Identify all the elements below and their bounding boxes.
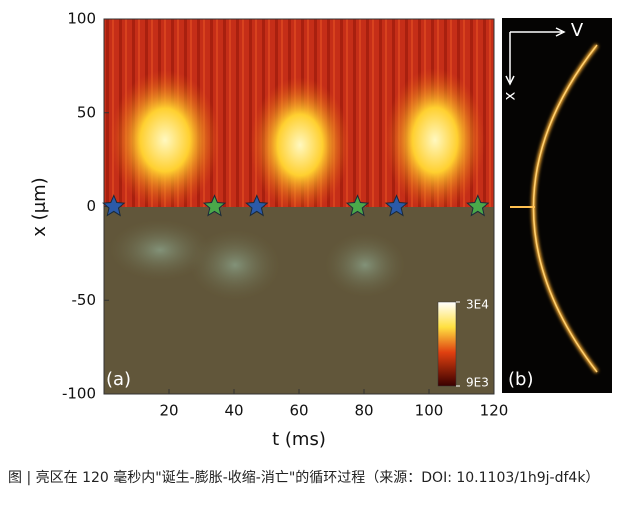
y-axis-label: x (μm) [29,177,50,236]
star-marker [384,194,409,217]
star-marker [245,194,269,217]
star-marker [345,194,370,217]
x-tick-label: 20 [159,402,178,420]
y-tick-label: -100 [62,385,96,403]
colorbar [437,301,457,387]
x-tick-label: 120 [480,402,509,420]
star-marker [102,194,126,217]
panel-label: (a) [106,369,131,390]
y-tick-label: 50 [77,103,96,121]
x-axis-label: t (ms) [272,429,326,450]
caption: 图 | 亮区在 120 毫秒内"诞生-膨胀-收缩-消亡"的循环过程（来源：DOI… [8,470,600,486]
v-label: V [571,20,584,41]
y-tick-label: 100 [67,10,96,28]
y-tick-label: 0 [86,197,96,215]
colorbar-label: 3E4 [466,298,489,312]
x-tick-label: 60 [289,402,308,420]
y-tick-label: -50 [72,291,97,309]
panel-b: V x (b) [501,18,612,393]
x-tick-label: 100 [415,402,444,420]
x-label: x [501,91,519,100]
figure: (a) t (ms) x (μm) V x (b) 20 40 60 80 100 120… [29,10,612,450]
x-tick-label: 80 [354,402,373,420]
star-marker [466,194,490,217]
colorbar-label: 9E3 [466,376,489,390]
star-marker [202,194,227,217]
heatmap-image [104,19,494,394]
x-tick-label: 40 [224,402,243,420]
axes-arrows [505,27,566,86]
panel-b-image [502,18,612,393]
panel-b-label: (b) [508,369,533,390]
